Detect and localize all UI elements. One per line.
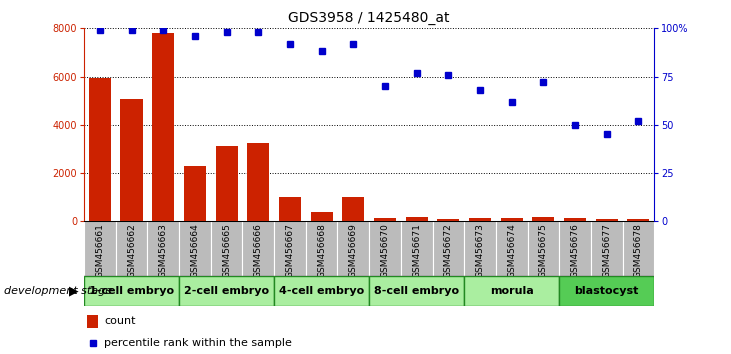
Bar [374,218,396,221]
Bar [279,197,301,221]
Bar [559,276,654,306]
Text: GSM456673: GSM456673 [476,223,485,278]
Bar [532,217,555,221]
Bar [152,33,175,221]
Bar [464,221,496,276]
Bar [564,218,586,221]
Text: GSM456672: GSM456672 [444,223,452,278]
Bar [406,217,428,221]
Text: GSM456667: GSM456667 [286,223,295,278]
Text: GSM456661: GSM456661 [96,223,105,278]
Bar [623,221,654,276]
Text: percentile rank within the sample: percentile rank within the sample [104,338,292,348]
Text: GSM456671: GSM456671 [412,223,421,278]
Text: GSM456663: GSM456663 [159,223,167,278]
Bar [211,221,243,276]
Bar [243,221,274,276]
Bar [148,221,179,276]
Text: count: count [104,316,135,326]
Bar [369,276,464,306]
Bar [89,78,111,221]
Bar [87,315,98,327]
Text: GSM456664: GSM456664 [191,223,200,278]
Bar [115,221,148,276]
Bar [501,218,523,221]
Text: 8-cell embryo: 8-cell embryo [374,286,459,296]
Text: 1-cell embryo: 1-cell embryo [89,286,174,296]
Text: ▶: ▶ [69,285,78,298]
Text: GSM456677: GSM456677 [602,223,611,278]
Bar [84,276,179,306]
Text: GSM456676: GSM456676 [571,223,580,278]
Text: 4-cell embryo: 4-cell embryo [279,286,364,296]
Text: GSM456678: GSM456678 [634,223,643,278]
Bar [627,219,650,221]
Bar [121,99,143,221]
Bar [528,221,559,276]
Bar [311,212,333,221]
Bar [216,147,238,221]
Bar [591,221,623,276]
Bar [596,219,618,221]
Bar [437,219,460,221]
Title: GDS3958 / 1425480_at: GDS3958 / 1425480_at [289,11,450,24]
Bar [496,221,528,276]
Bar [559,221,591,276]
Text: 2-cell embryo: 2-cell embryo [184,286,269,296]
Text: development stage: development stage [4,286,112,296]
Bar [184,166,206,221]
Text: GSM456666: GSM456666 [254,223,262,278]
Bar [342,197,364,221]
Text: blastocyst: blastocyst [575,286,639,296]
Bar [274,276,369,306]
Text: GSM456670: GSM456670 [381,223,390,278]
Text: GSM456668: GSM456668 [317,223,326,278]
Bar [338,221,369,276]
Text: GSM456662: GSM456662 [127,223,136,278]
Bar [369,221,401,276]
Bar [274,221,306,276]
Bar [469,218,491,221]
Bar [84,221,115,276]
Bar [179,276,274,306]
Bar [306,221,338,276]
Text: GSM456674: GSM456674 [507,223,516,278]
Text: morula: morula [490,286,534,296]
Bar [433,221,464,276]
Text: GSM456675: GSM456675 [539,223,548,278]
Bar [464,276,559,306]
Text: GSM456665: GSM456665 [222,223,231,278]
Text: GSM456669: GSM456669 [349,223,357,278]
Bar [401,221,433,276]
Bar [179,221,211,276]
Bar [247,143,270,221]
